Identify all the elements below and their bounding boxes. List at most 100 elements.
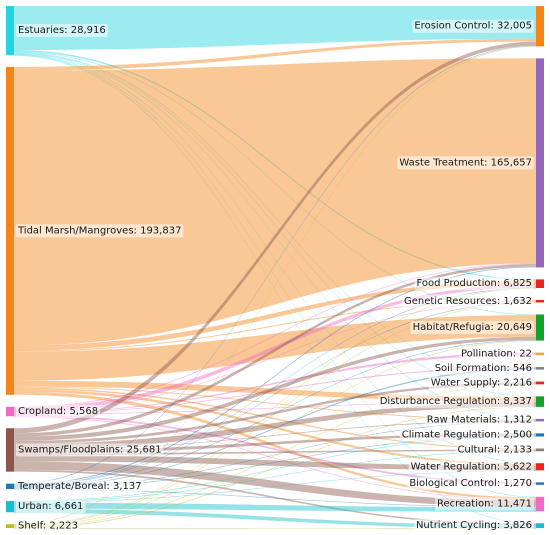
target-node-label: Nutrient Cycling: 3,826 xyxy=(416,520,532,531)
target-node-label: Pollination: 22 xyxy=(461,348,532,359)
target-node-bar xyxy=(536,448,544,452)
target-node-bar xyxy=(536,58,544,268)
label-background xyxy=(15,224,184,238)
sankey-links xyxy=(14,6,536,529)
label-background xyxy=(15,479,144,493)
target-node-label: Recreation: 11,471 xyxy=(437,499,532,510)
source-node-bar xyxy=(6,6,14,55)
label-background xyxy=(412,19,534,33)
sankey-link xyxy=(14,41,536,434)
sankey-link xyxy=(14,391,536,500)
sankey-link xyxy=(14,528,536,529)
sankey-link xyxy=(14,54,536,498)
sankey-link xyxy=(14,288,536,526)
sankey-link xyxy=(14,502,536,512)
sankey-link xyxy=(14,300,536,352)
sankey-link xyxy=(14,300,536,413)
sankey-link xyxy=(14,301,536,487)
sankey-link xyxy=(14,470,536,503)
sankey-link xyxy=(14,315,536,381)
sankey-link xyxy=(14,402,536,450)
source-node-bar xyxy=(6,66,14,395)
target-node-bar xyxy=(536,418,544,422)
target-node-label: Biological Control: 1,270 xyxy=(409,478,532,489)
label-background xyxy=(455,443,534,457)
target-node-bar xyxy=(536,433,544,437)
sankey-link xyxy=(14,386,536,421)
sankey-link xyxy=(14,53,536,420)
target-node-bar xyxy=(536,279,544,289)
sankey-link xyxy=(14,461,536,507)
sankey-link xyxy=(14,336,536,441)
label-background xyxy=(428,376,534,390)
source-node-label: Cropland: 5,568 xyxy=(18,406,98,417)
target-node-bar xyxy=(536,352,544,356)
target-node-label: Water Supply: 2,216 xyxy=(431,377,532,388)
sankey-link xyxy=(14,368,536,488)
label-background xyxy=(432,361,534,375)
label-background xyxy=(410,321,534,335)
sankey-link xyxy=(14,367,536,414)
label-background xyxy=(16,500,86,514)
target-node-label: Habitat/Refugia: 20,649 xyxy=(413,322,532,333)
target-node-label: Cultural: 2,133 xyxy=(457,444,532,455)
target-node-label: Waste Treatment: 165,657 xyxy=(399,157,532,168)
target-node-bar xyxy=(536,381,544,385)
sankey-link xyxy=(14,455,536,471)
sankey-link xyxy=(14,436,536,502)
source-node-bar xyxy=(6,428,14,472)
sankey-link xyxy=(14,382,536,444)
sankey-link xyxy=(14,489,536,508)
sankey-link xyxy=(14,352,536,414)
sankey-link xyxy=(14,387,536,450)
sankey-link xyxy=(14,45,536,485)
label-background xyxy=(414,277,534,291)
target-node-label: Genetic Resources: 1,632 xyxy=(404,296,532,307)
target-node-bar xyxy=(536,496,544,512)
sankey-link xyxy=(14,508,536,529)
sankey-link xyxy=(14,469,536,526)
label-background xyxy=(458,347,534,361)
sankey-link xyxy=(14,266,536,486)
label-background xyxy=(408,460,534,474)
sankey-link xyxy=(14,384,536,528)
label-background xyxy=(424,413,534,427)
sankey-link xyxy=(14,284,536,412)
sankey-link xyxy=(14,52,536,397)
sankey-link xyxy=(14,389,536,466)
target-node-label: Climate Regulation: 2,500 xyxy=(402,429,532,440)
sankey-labels: Estuaries: 28,916 Tidal Marsh/Mangroves: … xyxy=(15,19,534,533)
label-background xyxy=(16,23,108,37)
source-node-label: Estuaries: 28,916 xyxy=(18,25,106,36)
source-node-label: Urban: 6,661 xyxy=(18,501,83,512)
label-background xyxy=(377,395,534,409)
sankey-link xyxy=(14,263,536,408)
sankey-nodes xyxy=(6,6,544,529)
sankey-link xyxy=(14,49,536,281)
sankey-link xyxy=(14,38,536,71)
target-node-bar xyxy=(536,463,544,471)
source-node-label: Tidal Marsh/Mangroves: 193,837 xyxy=(17,225,181,236)
sankey-link xyxy=(14,450,536,503)
target-node-label: Disturbance Regulation: 8,337 xyxy=(380,396,532,407)
sankey-link xyxy=(14,302,536,527)
sankey-link xyxy=(14,421,536,489)
sankey-link xyxy=(14,287,536,487)
sankey-link xyxy=(14,53,536,464)
source-node-label: Swamps/Floodplains: 25,681 xyxy=(18,444,162,455)
source-node-bar xyxy=(6,500,14,513)
label-background xyxy=(407,477,534,491)
target-node-bar xyxy=(536,6,544,47)
sankey-link xyxy=(14,339,536,488)
sankey-link xyxy=(14,55,536,524)
label-background xyxy=(16,405,101,419)
target-node-bar xyxy=(536,396,544,407)
target-node-bar xyxy=(536,367,544,370)
target-node-bar xyxy=(536,482,544,485)
sankey-link xyxy=(14,414,536,485)
sankey-link xyxy=(14,45,536,525)
sankey-link xyxy=(14,52,536,383)
source-node-bar xyxy=(6,524,14,528)
sankey-link xyxy=(14,58,536,346)
target-node-label: Water Regulation: 5,622 xyxy=(411,461,532,472)
